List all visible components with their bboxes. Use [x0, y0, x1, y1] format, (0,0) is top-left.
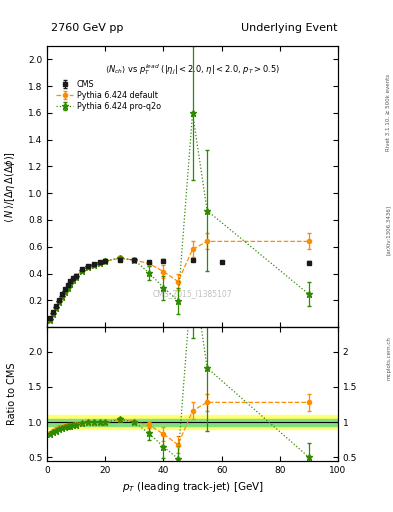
Text: CMS_2015_I1385107: CMS_2015_I1385107 [153, 289, 232, 298]
Text: [arXiv:1306.3436]: [arXiv:1306.3436] [386, 205, 391, 255]
Text: Rivet 3.1.10, ≥ 500k events: Rivet 3.1.10, ≥ 500k events [386, 74, 391, 151]
Text: mcplots.cern.ch: mcplots.cern.ch [386, 336, 391, 380]
Legend: CMS, Pythia 6.424 default, Pythia 6.424 pro-q2o: CMS, Pythia 6.424 default, Pythia 6.424 … [54, 78, 162, 113]
Text: 2760 GeV pp: 2760 GeV pp [51, 23, 123, 33]
Y-axis label: Ratio to CMS: Ratio to CMS [7, 362, 17, 425]
Text: Underlying Event: Underlying Event [241, 23, 338, 33]
Y-axis label: $\langle\,N\,\rangle/[\Delta\eta\,\Delta(\Delta\phi)]$: $\langle\,N\,\rangle/[\Delta\eta\,\Delta… [3, 151, 17, 223]
X-axis label: $p_T$ (leading track-jet) [GeV]: $p_T$ (leading track-jet) [GeV] [121, 480, 264, 494]
Bar [47, 415, 338, 429]
Text: $\langle N_{ch}\rangle$ vs $p_T^{lead}$ ($|\eta_j|<2.0$, $\eta|<2.0$, $p_T>0.5$): $\langle N_{ch}\rangle$ vs $p_T^{lead}$ … [105, 63, 280, 77]
Bar [47, 418, 338, 425]
